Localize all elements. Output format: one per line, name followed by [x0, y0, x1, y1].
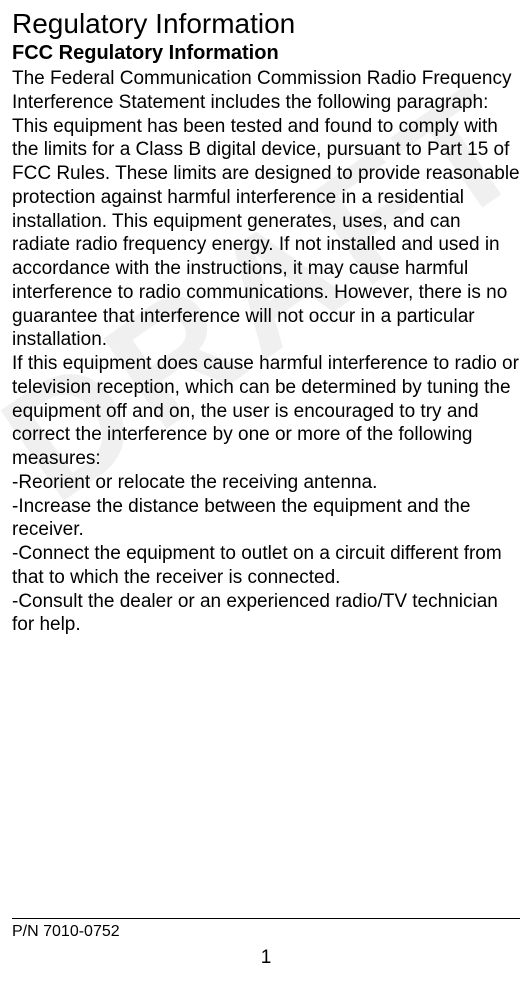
intro-paragraph: The Federal Communication Commission Rad…	[12, 67, 520, 115]
measure-2: -Increase the distance between the equip…	[12, 495, 520, 543]
section-subtitle: FCC Regulatory Information	[12, 42, 520, 65]
page-footer: P/N 7010-0752 1	[12, 918, 520, 969]
document-content: Regulatory Information FCC Regulatory In…	[12, 8, 520, 637]
part-number: P/N 7010-0752	[12, 923, 520, 941]
footer-divider	[12, 918, 520, 919]
page-number: 1	[12, 947, 520, 969]
measure-3: -Connect the equipment to outlet on a ci…	[12, 542, 520, 590]
measure-4: -Consult the dealer or an experienced ra…	[12, 590, 520, 638]
page-title: Regulatory Information	[12, 8, 520, 40]
interference-paragraph: If this equipment does cause harmful int…	[12, 352, 520, 471]
measure-1: -Reorient or relocate the receiving ante…	[12, 471, 520, 495]
compliance-paragraph: This equipment has been tested and found…	[12, 115, 520, 353]
